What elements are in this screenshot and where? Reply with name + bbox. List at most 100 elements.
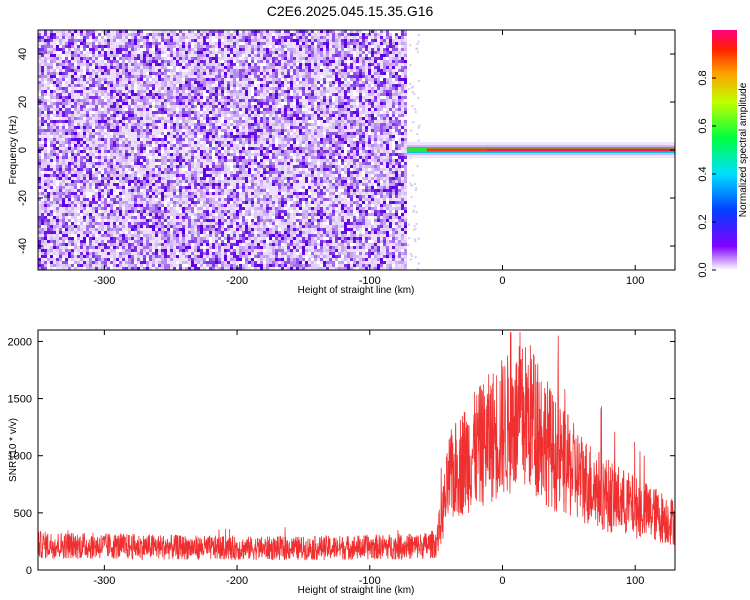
spectrogram-cell	[248, 84, 251, 87]
spectrogram-cell	[68, 66, 71, 69]
spectrogram-cell	[80, 195, 83, 198]
spectrogram-cell	[83, 135, 86, 138]
spectrogram-cell	[38, 147, 41, 150]
spectrogram-cell	[110, 195, 113, 198]
spectrogram-cell	[218, 111, 221, 114]
spectrogram-cell	[161, 174, 164, 177]
spectrogram-cell	[113, 234, 116, 237]
spectrogram-cell	[98, 180, 101, 183]
spectrogram-cell	[209, 84, 212, 87]
spectrogram-cell	[200, 123, 203, 126]
spectrogram-cell	[119, 123, 122, 126]
spectrogram-cell	[50, 267, 53, 270]
spectrogram-cell	[62, 219, 65, 222]
spectrogram-cell	[95, 75, 98, 78]
spectrogram-cell	[119, 48, 122, 54]
spectrogram-cell	[56, 228, 59, 231]
spectrogram-cell	[110, 66, 113, 69]
spectrogram-cell	[176, 171, 179, 174]
spectrogram-cell	[110, 60, 113, 63]
spectrogram-cell	[38, 261, 41, 264]
spectrogram-cell	[248, 69, 251, 72]
spectrogram-cell	[77, 225, 80, 228]
spectrogram-cell	[197, 63, 200, 66]
spectrogram-cell	[86, 51, 89, 54]
spectrogram-cell	[188, 240, 191, 243]
spectrogram-cell	[89, 60, 92, 63]
spectrogram-cell	[125, 48, 128, 51]
spectrogram-cell	[206, 168, 209, 171]
spectrogram-cell	[65, 162, 68, 165]
spectrogram-cell	[152, 153, 155, 156]
spectrogram-cell	[203, 63, 206, 66]
spectrogram-cell	[80, 246, 83, 249]
spectrogram-cell	[230, 183, 233, 186]
spectrogram-cell	[164, 198, 167, 201]
spectrogram-cell	[86, 267, 89, 270]
spectrogram-cell	[188, 255, 191, 258]
spectrogram-cell	[80, 264, 83, 267]
spectrogram-cell	[248, 153, 251, 156]
spectrogram-cell	[104, 186, 107, 189]
spectrogram-cell	[152, 252, 155, 255]
spectrogram-cell	[182, 87, 185, 90]
spectrogram-cell	[80, 204, 83, 207]
spectrogram-cell	[152, 117, 155, 120]
spectrogram-cell	[155, 30, 158, 33]
spectrogram-cell	[74, 108, 77, 111]
spectrogram-cell	[65, 60, 68, 63]
spectrogram-cell	[188, 45, 191, 48]
spectrogram-cell	[56, 156, 59, 159]
spectrogram-cell	[212, 30, 215, 33]
spectrogram-cell	[44, 39, 47, 42]
spectrogram-cell	[119, 33, 122, 39]
spectrogram-cell	[47, 159, 50, 162]
spectrogram-cell	[44, 237, 47, 240]
spectrogram-cell	[149, 168, 152, 171]
spectrogram-cell	[146, 99, 149, 102]
spectrogram-cell	[176, 120, 179, 123]
spectrogram-cell	[182, 246, 185, 249]
spectrogram-cell	[242, 111, 245, 114]
spectrogram-cell	[173, 114, 176, 117]
spectrogram-cell	[245, 204, 248, 207]
spectrogram-cell	[152, 177, 155, 180]
spectrogram-cell	[176, 105, 179, 108]
spectrogram-cell	[176, 117, 179, 120]
spectrogram-cell	[62, 39, 65, 42]
spectrogram-cell	[140, 132, 143, 135]
spectrogram-cell	[80, 45, 83, 48]
spectrogram-cell	[239, 195, 242, 198]
spectrogram-cell	[56, 138, 59, 141]
spectrogram-cell	[212, 234, 215, 240]
spectrogram-cell	[182, 60, 185, 63]
spectrogram-cell	[152, 135, 155, 138]
spectrogram-cell	[218, 126, 221, 129]
spectrogram-cell	[233, 207, 236, 210]
spectrogram-cell	[242, 267, 245, 270]
spectrogram-cell	[176, 81, 179, 84]
spectrogram-cell	[128, 264, 131, 267]
spectrogram-cell	[125, 123, 128, 126]
spectrogram-cell	[179, 63, 182, 66]
spectrogram-cell	[140, 231, 143, 234]
spectrogram-cell	[209, 30, 212, 33]
spectrogram-cell	[122, 108, 125, 111]
spectrogram-cell	[209, 204, 212, 207]
spectrogram-cell	[170, 222, 173, 225]
spectrogram-cell	[242, 219, 245, 222]
spectrogram-cell	[131, 249, 134, 252]
spectrogram-cell	[107, 261, 110, 267]
spectrogram-cell	[227, 126, 230, 129]
spectrogram-cell	[68, 249, 71, 252]
spectrogram-cell	[50, 252, 53, 255]
spectrogram-cell	[239, 93, 242, 96]
spectrogram-cell	[107, 204, 110, 207]
spectrogram-cell	[53, 102, 56, 105]
spectrogram-cell	[239, 120, 242, 123]
spectrogram-cell	[92, 210, 95, 213]
spectrogram-cell	[41, 189, 44, 192]
spectrogram-cell	[200, 267, 203, 270]
spectrogram-cell	[155, 141, 158, 144]
spectrogram-cell	[179, 132, 182, 135]
